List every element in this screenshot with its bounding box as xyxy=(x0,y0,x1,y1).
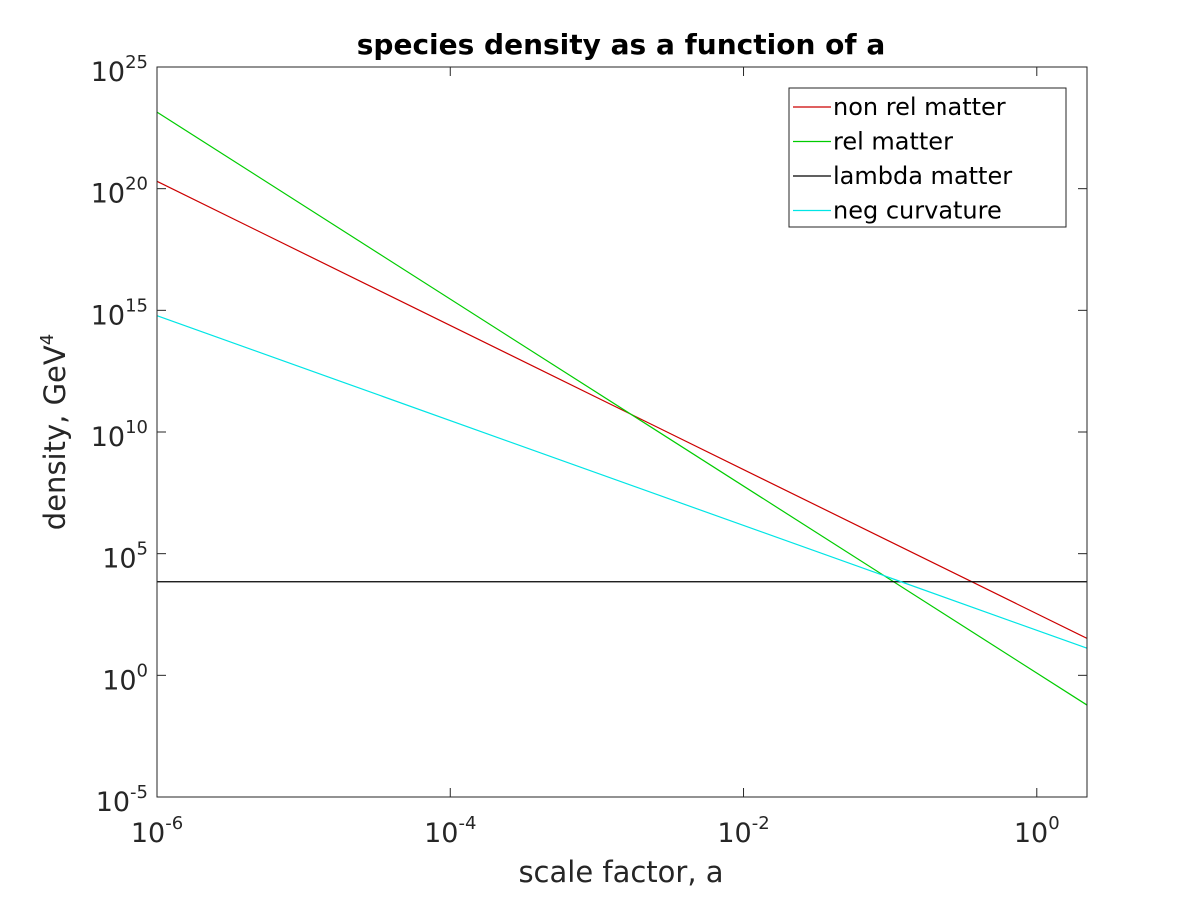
legend-item: rel matter xyxy=(793,128,953,156)
plot-frame xyxy=(156,66,1088,798)
legend-item: non rel matter xyxy=(793,93,1006,121)
y-axis-label-text: density, GeV xyxy=(38,345,72,530)
tick-label-exponent: 25 xyxy=(125,52,148,73)
x-tick-label: 10-4 xyxy=(424,813,476,849)
legend: non rel matter rel matter lambda matter neg… xyxy=(788,87,1067,228)
legend-label: neg curvature xyxy=(833,197,1002,225)
y-tick-label: 100 xyxy=(102,660,148,696)
legend-label: rel matter xyxy=(833,128,953,156)
tick-label-base: 10 xyxy=(91,300,125,331)
tick-label-exponent: -5 xyxy=(130,782,148,803)
tick-label-base: 10 xyxy=(91,422,125,453)
tick-label-exponent: 0 xyxy=(137,660,148,681)
tick-label-base: 10 xyxy=(91,57,125,88)
tick-label-base: 10 xyxy=(102,544,136,575)
tick-label-exponent: -4 xyxy=(458,813,476,834)
series-line-neg-curvature xyxy=(156,315,1088,649)
tick-label-exponent: 0 xyxy=(1048,813,1059,834)
y-tick-label: 1015 xyxy=(91,295,148,331)
series-line-non-rel-matter xyxy=(156,180,1088,639)
legend-item: lambda matter xyxy=(793,162,1012,190)
tick-label-exponent: 15 xyxy=(125,295,148,316)
x-axis-label: scale factor, a xyxy=(518,855,723,889)
tick-label-base: 10 xyxy=(131,818,165,849)
y-tick-label: 1020 xyxy=(91,174,148,210)
tick-label-base: 10 xyxy=(424,818,458,849)
y-tick-label: 10-5 xyxy=(96,782,148,818)
x-tick-label: 10-6 xyxy=(131,813,183,849)
legend-items: non rel matter rel matter lambda matter neg… xyxy=(793,93,1012,225)
legend-label: non rel matter xyxy=(833,93,1006,121)
tick-label-exponent: 10 xyxy=(125,417,148,438)
tick-label-base: 10 xyxy=(96,787,130,818)
tick-label-base: 10 xyxy=(102,665,136,696)
x-tick-label: 10-2 xyxy=(717,813,769,849)
tick-label-exponent: 5 xyxy=(137,539,148,560)
tick-label-base: 10 xyxy=(1014,818,1048,849)
y-axis-label-superscript: 4 xyxy=(37,334,58,345)
series-lines xyxy=(156,111,1088,706)
y-tick-label: 1010 xyxy=(91,417,148,453)
series-line-rel-matter xyxy=(156,111,1088,706)
tick-label-exponent: -2 xyxy=(752,813,770,834)
legend-item: neg curvature xyxy=(793,197,1002,225)
y-tick-label: 1025 xyxy=(91,52,148,88)
y-tick-label: 105 xyxy=(102,539,148,575)
chart-title: species density as a function of a xyxy=(357,28,885,61)
tick-label-base: 10 xyxy=(91,179,125,210)
tick-label-exponent: -6 xyxy=(165,813,183,834)
y-axis-label: density, GeV4 xyxy=(37,334,72,530)
x-tick-labels: 10-6 10-4 10-2 100 xyxy=(131,813,1060,849)
x-tick-label: 100 xyxy=(1014,813,1060,849)
tick-label-base: 10 xyxy=(717,818,751,849)
legend-box xyxy=(788,87,1067,228)
legend-label: lambda matter xyxy=(833,162,1012,190)
tick-label-exponent: 20 xyxy=(125,174,148,195)
